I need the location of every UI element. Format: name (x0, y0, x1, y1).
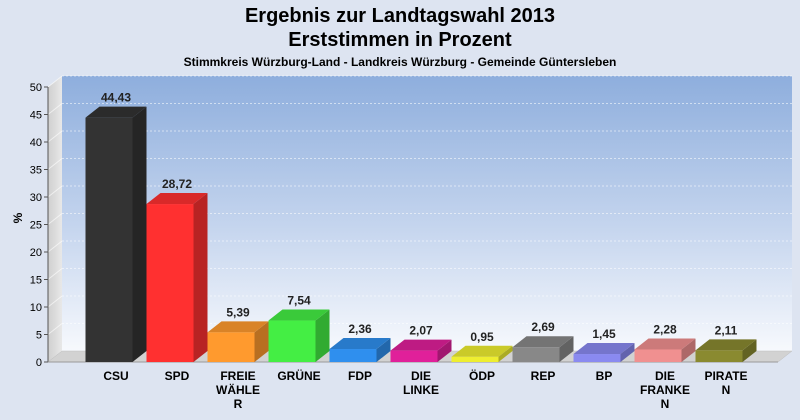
gridline-side (47, 158, 63, 170)
data-label: 0,95 (470, 330, 494, 344)
bar (207, 321, 269, 362)
bar-side (437, 339, 452, 362)
y-axis-label: % (11, 212, 25, 223)
bar-side (193, 193, 208, 362)
bar-side (498, 345, 513, 362)
data-label: 2,69 (531, 320, 555, 334)
bar-front (695, 350, 743, 362)
gridline-side (47, 323, 63, 335)
bar-top (268, 309, 330, 321)
y-tick-label: 20 (30, 247, 42, 259)
bar-top (146, 193, 208, 205)
y-tick-label: 50 (30, 82, 42, 94)
bar-top (634, 338, 696, 350)
x-tick-label: PIRATE N (704, 369, 747, 397)
bar-top (207, 321, 269, 333)
bar-top (573, 343, 635, 355)
bar-side (254, 321, 269, 362)
bar (390, 339, 452, 362)
bar-front (268, 320, 316, 362)
x-tick-label: FDP (348, 369, 372, 383)
bar (268, 309, 330, 362)
bars: 44,43 28,72 5,39 7,54 2,36 2,07 0,95 2,69 1,45 2,… (85, 91, 757, 362)
bar-front (85, 117, 133, 362)
bar-side (315, 309, 330, 362)
bar (634, 338, 696, 362)
bar (329, 338, 391, 362)
bar (451, 345, 513, 362)
x-axis: CSU SPD FREIE WÄHLE R GRÜNE FDP DIE LINKE ÖDP REP B… (103, 368, 747, 411)
bar (146, 193, 208, 362)
bar (573, 343, 635, 362)
data-label: 28,72 (162, 177, 192, 191)
x-tick-label: FREIE WÄHLE R (216, 369, 260, 411)
gridline-side (47, 295, 63, 308)
bar (85, 106, 147, 362)
data-label: 5,39 (226, 305, 250, 319)
y-tick-label: 45 (30, 110, 42, 122)
data-label: 2,07 (409, 324, 433, 338)
gridline-side (47, 213, 63, 225)
gridline-side (47, 268, 63, 280)
bar-front (573, 354, 621, 362)
bar-side (376, 338, 391, 362)
gridline-side (47, 240, 63, 253)
x-tick-label: GRÜNE (277, 368, 320, 383)
x-tick-label: BP (596, 369, 613, 383)
gridline-side (47, 103, 63, 115)
bar-front (146, 204, 194, 362)
chart-caption: Stimmkreis Würzburg-Land - Landkreis Wür… (183, 55, 617, 69)
gridline-side (47, 75, 63, 88)
bar-side (559, 336, 574, 362)
y-tick-label: 40 (30, 137, 42, 149)
y-tick-label: 0 (36, 357, 42, 369)
x-tick-label: CSU (103, 369, 128, 383)
bar-front (329, 349, 377, 362)
bar (512, 336, 574, 362)
x-tick-label: SPD (165, 369, 190, 383)
y-tick-label: 35 (30, 165, 42, 177)
y-tick-label: 10 (30, 302, 42, 314)
data-label: 2,36 (348, 322, 372, 336)
bar-front (634, 349, 682, 362)
chart-subtitle: Erststimmen in Prozent (288, 29, 512, 51)
x-tick-label: REP (531, 369, 556, 383)
y-tick-label: 30 (30, 192, 42, 204)
data-label: 2,28 (653, 322, 677, 336)
data-label: 1,45 (592, 327, 616, 341)
y-tick-label: 5 (36, 330, 42, 342)
bar-front (207, 332, 255, 362)
x-tick-label: DIE LINKE (403, 369, 439, 397)
bar-top (512, 336, 574, 348)
bar-top (85, 106, 147, 118)
bar-side (742, 339, 757, 362)
bar-side (132, 106, 147, 362)
y-tick-label: 15 (30, 275, 42, 287)
chart-title: Ergebnis zur Landtagswahl 2013 (244, 5, 556, 27)
bar-top (329, 338, 391, 350)
bar-front (390, 350, 438, 362)
data-label: 2,11 (715, 323, 738, 337)
bar-top (695, 339, 757, 351)
data-label: 7,54 (287, 294, 311, 308)
data-label: 44,43 (101, 91, 131, 105)
gridline-side (47, 185, 63, 198)
bar-front (512, 347, 560, 362)
y-tick-label: 25 (30, 220, 42, 232)
bar-side (681, 338, 696, 362)
bar (695, 339, 757, 362)
bar-top (390, 339, 452, 351)
bar-side (620, 343, 635, 362)
bar-top (451, 345, 513, 357)
x-tick-label: DIE FRANKE N (640, 369, 690, 411)
bar-front (451, 356, 499, 362)
gridline-side (47, 130, 63, 143)
x-tick-label: ÖDP (469, 368, 495, 383)
